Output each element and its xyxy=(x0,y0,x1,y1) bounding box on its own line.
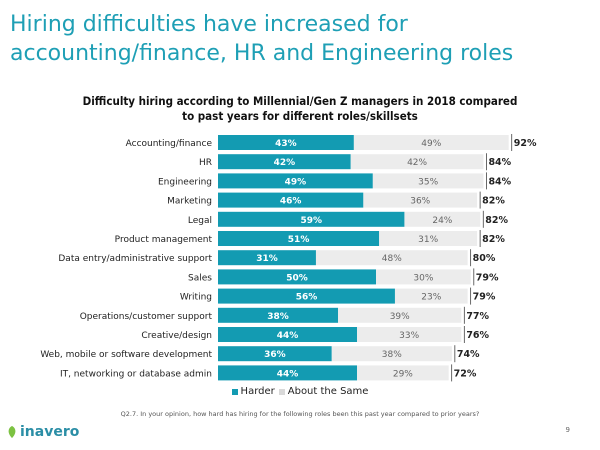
bar-about-same xyxy=(363,192,478,208)
data-label-total: 92% xyxy=(514,138,537,149)
bar-about-same xyxy=(379,231,478,246)
bar-about-same xyxy=(357,365,449,381)
data-label-about-same: 39% xyxy=(390,312,410,322)
chart-title-line-2: to past years for different roles/skills… xyxy=(182,109,418,123)
data-label-about-same: 48% xyxy=(382,254,402,264)
category-label: Creative/design xyxy=(141,331,212,341)
category-label: Accounting/finance xyxy=(126,139,213,149)
data-label-about-same: 33% xyxy=(399,331,419,341)
inavero-logo: inavero xyxy=(6,424,79,440)
bar-about-same xyxy=(353,135,509,150)
bar-harder xyxy=(218,346,332,362)
bar-harder xyxy=(218,192,364,208)
slide-title-line-2: accounting/finance, HR and Engineering r… xyxy=(10,41,514,66)
data-label-total: 84% xyxy=(488,157,511,168)
bar-harder xyxy=(218,269,376,285)
bar-harder xyxy=(218,307,339,323)
bar-harder xyxy=(218,288,395,304)
category-label: Sales xyxy=(188,273,212,283)
data-label-harder: 31% xyxy=(256,254,278,264)
bar-about-same xyxy=(315,250,468,266)
slide-title-line-1: Hiring difficulties have increased for xyxy=(10,12,408,37)
leaf-icon xyxy=(8,426,16,438)
bar-harder xyxy=(218,154,351,170)
data-label-about-same: 38% xyxy=(382,350,402,360)
data-label-harder: 59% xyxy=(300,216,322,226)
category-label: Product management xyxy=(115,235,213,245)
bar-about-same xyxy=(404,211,481,227)
data-label-harder: 46% xyxy=(280,197,302,207)
data-label-about-same: 35% xyxy=(418,177,438,187)
data-label-harder: 44% xyxy=(277,369,299,379)
data-label-harder: 36% xyxy=(264,350,286,360)
legend-label-same: About the Same xyxy=(287,386,369,397)
bar-about-same xyxy=(394,288,468,304)
data-label-about-same: 31% xyxy=(418,235,438,245)
data-label-about-same: 24% xyxy=(432,216,452,226)
data-label-harder: 49% xyxy=(285,177,307,187)
category-label: Operations/customer support xyxy=(80,312,213,322)
data-label-about-same: 42% xyxy=(407,158,427,168)
logo-text: inavero xyxy=(20,424,80,440)
chart-legend: Harder About the Same xyxy=(0,386,600,397)
legend-swatch-same xyxy=(278,388,285,395)
bar-harder xyxy=(218,250,316,266)
data-label-total: 79% xyxy=(476,272,499,283)
legend-item-same: About the Same xyxy=(278,386,369,397)
data-label-about-same: 30% xyxy=(413,273,433,283)
data-label-harder: 51% xyxy=(288,235,310,245)
data-label-total: 80% xyxy=(473,253,496,264)
bar-about-same xyxy=(357,327,462,342)
data-label-harder: 44% xyxy=(277,331,299,341)
data-label-total: 82% xyxy=(482,234,505,245)
data-label-about-same: 36% xyxy=(410,197,430,207)
data-label-harder: 43% xyxy=(275,139,297,149)
bar-about-same xyxy=(372,173,484,189)
data-label-harder: 56% xyxy=(296,293,318,303)
bar-harder xyxy=(218,211,405,227)
category-label: Writing xyxy=(180,293,212,303)
category-label: Data entry/administrative support xyxy=(58,254,212,264)
bar-about-same xyxy=(350,154,484,170)
data-label-total: 79% xyxy=(473,292,496,303)
category-label: Marketing xyxy=(167,197,212,207)
legend-swatch-harder xyxy=(231,388,238,395)
survey-footnote: Q2.7. In your opinion, how hard has hiri… xyxy=(120,410,480,418)
data-label-harder: 50% xyxy=(286,273,308,283)
data-label-harder: 42% xyxy=(274,158,296,168)
data-label-harder: 38% xyxy=(267,312,289,322)
page-number: 9 xyxy=(565,426,570,434)
data-label-total: 76% xyxy=(466,330,489,341)
data-label-total: 77% xyxy=(466,311,489,322)
data-label-about-same: 23% xyxy=(421,293,441,303)
data-label-total: 74% xyxy=(457,349,480,360)
bar-harder xyxy=(218,365,358,381)
slide-title: Hiring difficulties have increased for a… xyxy=(10,10,590,68)
category-label: Web, mobile or software development xyxy=(40,350,212,360)
data-label-about-same: 49% xyxy=(421,139,441,149)
category-label: IT, networking or database admin xyxy=(60,369,212,379)
legend-label-harder: Harder xyxy=(240,386,275,397)
chart-title-line-1: Difficulty hiring according to Millennia… xyxy=(82,94,518,108)
bar-about-same xyxy=(338,307,462,323)
category-label: HR xyxy=(199,158,212,168)
bar-about-same xyxy=(331,346,452,362)
data-label-total: 82% xyxy=(485,215,508,226)
data-label-total: 82% xyxy=(482,196,505,207)
bar-harder xyxy=(218,173,373,189)
data-label-total: 72% xyxy=(454,368,477,379)
bar-harder xyxy=(218,135,354,150)
bar-harder xyxy=(218,231,380,246)
bar-about-same xyxy=(376,269,471,285)
bar-harder xyxy=(218,327,358,342)
data-label-about-same: 29% xyxy=(393,369,413,379)
category-label: Legal xyxy=(188,216,212,226)
legend-item-harder: Harder xyxy=(231,386,275,397)
data-label-total: 84% xyxy=(488,176,511,187)
category-label: Engineering xyxy=(158,177,212,187)
chart-title: Difficulty hiring according to Millennia… xyxy=(0,94,600,124)
